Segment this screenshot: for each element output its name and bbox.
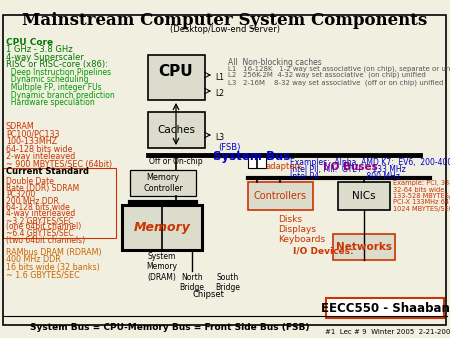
Text: RAMbus DRAM (RDRAM): RAMbus DRAM (RDRAM) bbox=[6, 248, 102, 257]
Text: (FSB): (FSB) bbox=[218, 143, 240, 152]
Text: Memory
Controller: Memory Controller bbox=[143, 173, 183, 193]
Text: Memory: Memory bbox=[134, 220, 190, 234]
Text: (two 64bit channels): (two 64bit channels) bbox=[6, 236, 85, 244]
Text: Displays: Displays bbox=[278, 225, 316, 234]
Text: L3   2-16M    8-32 way set associative  (off or on chip) unified: L3 2-16M 8-32 way set associative (off o… bbox=[228, 79, 443, 86]
Bar bbox=[248, 154, 266, 168]
Text: System
Memory
(DRAM): System Memory (DRAM) bbox=[147, 252, 177, 282]
Text: PCI-X 133MHz 64 bit: PCI-X 133MHz 64 bit bbox=[393, 199, 450, 206]
Text: Mainstream Computer System Components: Mainstream Computer System Components bbox=[22, 12, 427, 29]
Text: Rate (DDR) SDRAM: Rate (DDR) SDRAM bbox=[6, 184, 79, 193]
Text: 64-128 bits wide: 64-128 bits wide bbox=[6, 203, 70, 212]
Text: North
Bridge: North Bridge bbox=[180, 273, 204, 292]
Text: 4-way interleaved: 4-way interleaved bbox=[6, 210, 75, 218]
Text: adapters: adapters bbox=[265, 162, 302, 171]
Bar bbox=[122, 205, 202, 250]
Text: Off or On-chip: Off or On-chip bbox=[149, 157, 203, 166]
Text: SDRAM: SDRAM bbox=[6, 122, 35, 131]
Text: Hardware speculation: Hardware speculation bbox=[6, 98, 95, 107]
Text: 2-way inteleaved: 2-way inteleaved bbox=[6, 152, 75, 161]
Text: 32-64 bits wide: 32-64 bits wide bbox=[393, 187, 445, 193]
Text: 400 MHz DDR: 400 MHz DDR bbox=[6, 256, 61, 265]
Text: Chipset: Chipset bbox=[192, 290, 224, 299]
Bar bbox=[326, 298, 444, 318]
Text: #1  Lec # 9  Winter 2005  2-21-2006: #1 Lec # 9 Winter 2005 2-21-2006 bbox=[325, 329, 450, 335]
Text: Controllers: Controllers bbox=[253, 191, 306, 201]
Text: NICs: NICs bbox=[352, 191, 376, 201]
Text: CPU: CPU bbox=[159, 65, 194, 79]
Bar bbox=[130, 170, 196, 196]
Text: Multiple FP, integer FUs: Multiple FP, integer FUs bbox=[6, 83, 102, 92]
Text: Deep Instruction Pipelines: Deep Instruction Pipelines bbox=[6, 68, 111, 77]
Text: PC100/PC133: PC100/PC133 bbox=[6, 129, 59, 139]
Text: (one 64bit channel): (one 64bit channel) bbox=[6, 222, 81, 232]
Text: (Desktop/Low-end Server): (Desktop/Low-end Server) bbox=[170, 25, 280, 34]
Text: L2: L2 bbox=[215, 89, 224, 98]
Bar bbox=[248, 182, 313, 210]
Bar bbox=[3, 168, 116, 238]
Text: Dynamic branch prediction: Dynamic branch prediction bbox=[6, 91, 115, 99]
Text: I/O Buses: I/O Buses bbox=[323, 162, 378, 172]
Text: 16 bits wide (32 banks): 16 bits wide (32 banks) bbox=[6, 263, 100, 272]
Text: 200 MHz DDR: 200 MHz DDR bbox=[6, 196, 59, 206]
Bar bbox=[148, 112, 205, 148]
Text: 64-128 bits wide: 64-128 bits wide bbox=[6, 145, 72, 153]
Text: L1: L1 bbox=[215, 73, 224, 82]
Text: 1 GHz - 3.8 GHz: 1 GHz - 3.8 GHz bbox=[6, 46, 72, 54]
Text: L1   16-128K   1-2 way set associative (on chip), separate or unified: L1 16-128K 1-2 way set associative (on c… bbox=[228, 65, 450, 72]
Text: 100-133MHZ: 100-133MHZ bbox=[6, 137, 57, 146]
Text: Networks: Networks bbox=[336, 242, 392, 252]
Text: PC3200: PC3200 bbox=[6, 190, 35, 199]
Text: L2   256K-2M  4-32 way set associative  (on chip) unified: L2 256K-2M 4-32 way set associative (on … bbox=[228, 72, 426, 78]
Text: Memory Bus: Memory Bus bbox=[141, 200, 185, 206]
Text: Current Standard: Current Standard bbox=[6, 167, 89, 176]
Text: CPU Core: CPU Core bbox=[6, 38, 53, 47]
Text: Intel P4                    800 MHz: Intel P4 800 MHz bbox=[290, 172, 400, 181]
Text: Disks: Disks bbox=[278, 215, 302, 224]
Bar bbox=[333, 234, 395, 260]
Text: All  Non-blocking caches: All Non-blocking caches bbox=[228, 58, 322, 67]
Text: L3: L3 bbox=[215, 133, 224, 142]
Text: Dynamic scheduling: Dynamic scheduling bbox=[6, 75, 89, 84]
Text: Examples:  Alpha, AMD K7:  EV6,  200-400 MHz: Examples: Alpha, AMD K7: EV6, 200-400 MH… bbox=[290, 158, 450, 167]
Text: South
Bridge: South Bridge bbox=[216, 273, 240, 292]
Text: Caches: Caches bbox=[157, 125, 195, 135]
Text: Double Date: Double Date bbox=[6, 177, 54, 186]
Bar bbox=[338, 182, 390, 210]
Text: 4-way Superscaler: 4-way Superscaler bbox=[6, 53, 84, 62]
Text: Keyboards: Keyboards bbox=[278, 235, 325, 244]
Text: ~ 1.6 GBYTES/SEC: ~ 1.6 GBYTES/SEC bbox=[6, 270, 80, 280]
Text: ~6.4 GBYTES/SEC: ~6.4 GBYTES/SEC bbox=[6, 229, 74, 238]
Text: RISC or RISC-core (x86):: RISC or RISC-core (x86): bbox=[6, 61, 108, 70]
Bar bbox=[148, 55, 205, 100]
Text: ~ 900 MBYTES/SEC (64bit): ~ 900 MBYTES/SEC (64bit) bbox=[6, 160, 112, 169]
Text: System Bus = CPU-Memory Bus = Front Side Bus (FSB): System Bus = CPU-Memory Bus = Front Side… bbox=[30, 323, 310, 332]
Text: EECC550 - Shaaban: EECC550 - Shaaban bbox=[320, 301, 450, 314]
Text: 1024 MBYTES/SEC: 1024 MBYTES/SEC bbox=[393, 206, 450, 212]
Text: System Bus: System Bus bbox=[213, 150, 290, 163]
Text: 133-528 MBYTES/SEC: 133-528 MBYTES/SEC bbox=[393, 193, 450, 199]
Text: Example: PCI, 33-66MHz: Example: PCI, 33-66MHz bbox=[393, 180, 450, 186]
Text: Intel PII, PIII:  GTL+    133 MHz: Intel PII, PIII: GTL+ 133 MHz bbox=[290, 165, 406, 174]
Text: ~3.2 GBYTES/SEC: ~3.2 GBYTES/SEC bbox=[6, 216, 73, 225]
Text: I/O Devices:: I/O Devices: bbox=[293, 247, 354, 256]
